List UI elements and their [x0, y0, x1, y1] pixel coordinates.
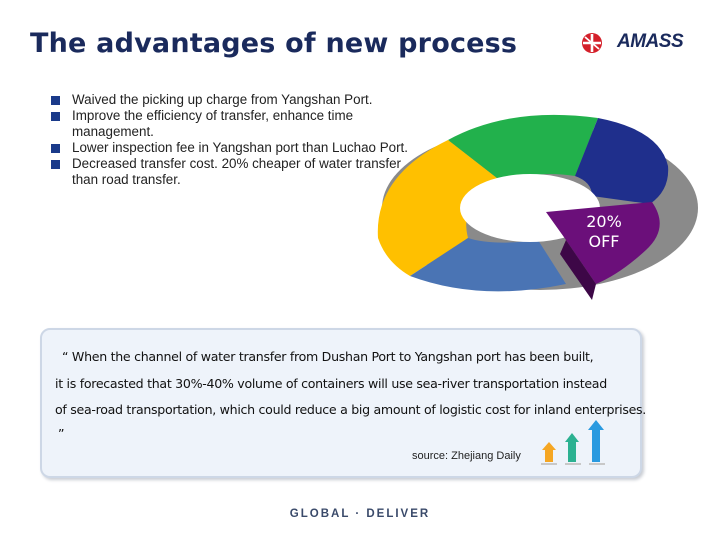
- discount-label: 20% OFF: [586, 212, 622, 251]
- page-title: The advantages of new process: [30, 28, 518, 59]
- segment-green: [448, 114, 598, 182]
- footer-tagline: GLOBAL · DELIVER: [289, 508, 431, 520]
- list-item: Improve the efficiency of transfer, enha…: [48, 108, 408, 140]
- growth-arrows-icon: [541, 420, 605, 465]
- segment-purple: [546, 202, 660, 284]
- quote-source: source: Zhejiang Daily: [412, 450, 521, 462]
- segment-purple-side: [560, 240, 596, 300]
- quote-line: of sea-road transportation, which could …: [55, 402, 647, 417]
- segment-yellow: [377, 140, 502, 276]
- list-item: Lower inspection fee in Yangshan port th…: [48, 140, 408, 156]
- list-item: Waived the picking up charge from Yangsh…: [48, 92, 408, 108]
- donut-graphic: [377, 114, 698, 300]
- segment-blue: [410, 238, 566, 292]
- logo-text: AMASS: [617, 31, 684, 52]
- amass-logo-icon: [582, 33, 602, 53]
- segment-navy: [575, 118, 669, 204]
- quote-line: “ When the channel of water transfer fro…: [62, 349, 594, 364]
- quote-box: [40, 328, 642, 478]
- bullet-square-icon: [51, 144, 60, 153]
- quote-line: it is forecasted that 30%-40% volume of …: [55, 376, 607, 391]
- quote-line: ”: [58, 426, 65, 441]
- list-item: Decreased transfer cost. 20% cheaper of …: [48, 156, 408, 188]
- bullet-square-icon: [51, 96, 60, 105]
- bullet-square-icon: [51, 160, 60, 169]
- bullet-square-icon: [51, 112, 60, 121]
- advantages-list: Waived the picking up charge from Yangsh…: [48, 92, 408, 188]
